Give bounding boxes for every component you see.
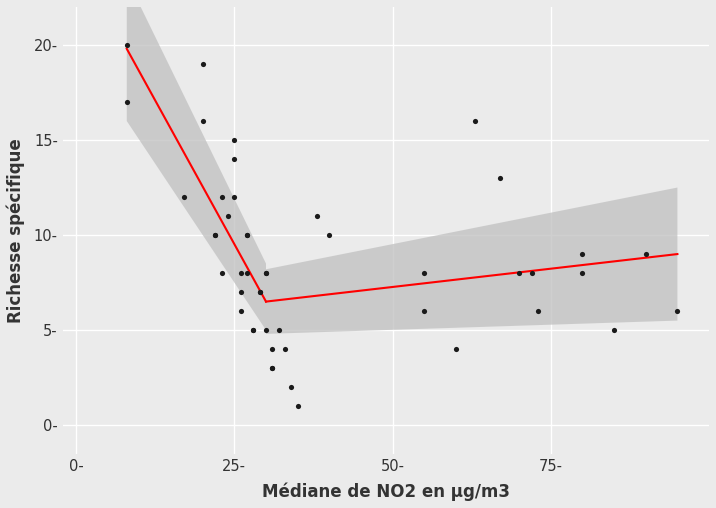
Point: [216, 269, 228, 277]
Point: [292, 402, 304, 410]
Point: [266, 364, 278, 372]
Polygon shape: [127, 0, 266, 330]
Point: [235, 269, 246, 277]
Point: [577, 250, 589, 258]
Point: [235, 288, 246, 296]
Point: [222, 212, 233, 220]
Point: [261, 269, 272, 277]
Point: [210, 231, 221, 239]
Point: [526, 269, 538, 277]
Point: [286, 383, 297, 391]
Polygon shape: [266, 187, 677, 334]
Point: [197, 60, 208, 68]
Point: [640, 250, 652, 258]
Y-axis label: Richesse spécifique: Richesse spécifique: [7, 138, 26, 323]
Point: [235, 307, 246, 315]
Point: [279, 345, 291, 353]
Point: [450, 345, 462, 353]
Point: [121, 41, 132, 49]
Point: [254, 288, 266, 296]
Point: [609, 326, 620, 334]
Point: [577, 269, 589, 277]
Point: [178, 193, 190, 201]
Point: [419, 269, 430, 277]
Point: [241, 231, 253, 239]
Point: [311, 212, 322, 220]
Point: [241, 231, 253, 239]
Point: [266, 364, 278, 372]
Point: [261, 269, 272, 277]
Point: [216, 193, 228, 201]
Point: [228, 136, 240, 144]
Point: [533, 307, 544, 315]
Point: [513, 269, 525, 277]
Point: [210, 231, 221, 239]
Point: [248, 326, 259, 334]
Point: [197, 117, 208, 125]
Point: [248, 326, 259, 334]
Point: [228, 155, 240, 163]
Point: [121, 98, 132, 106]
Point: [324, 231, 335, 239]
Point: [495, 174, 506, 182]
Point: [228, 193, 240, 201]
Point: [419, 307, 430, 315]
Point: [261, 326, 272, 334]
Point: [273, 326, 284, 334]
Point: [266, 345, 278, 353]
Point: [254, 288, 266, 296]
Point: [241, 269, 253, 277]
Point: [672, 307, 683, 315]
Point: [469, 117, 480, 125]
X-axis label: Médiane de NO2 en µg/m3: Médiane de NO2 en µg/m3: [262, 483, 511, 501]
